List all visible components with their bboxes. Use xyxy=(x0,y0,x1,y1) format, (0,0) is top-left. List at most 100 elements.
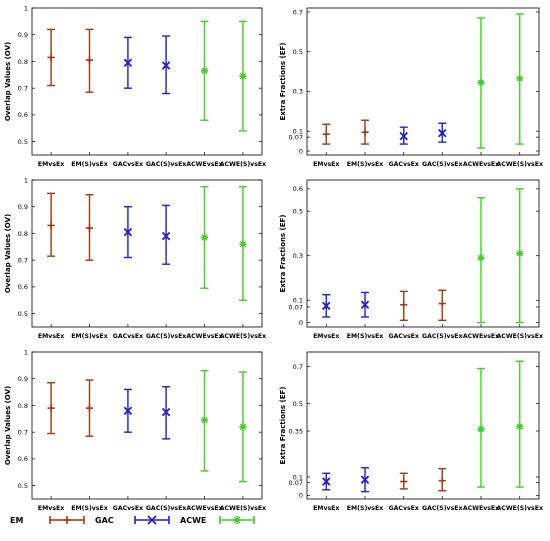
x-tick-label: ACWE(S)vsEx xyxy=(497,333,543,340)
x-tick-label: GACvsEx xyxy=(113,333,143,340)
y-axis-label: Extra Fractions (EF) xyxy=(279,42,287,120)
y-tick-label: 0.07 xyxy=(289,303,303,311)
x-tick-label: GAC(S)vsEx xyxy=(422,161,462,168)
x-tick-label: EM(S)vsEx xyxy=(71,161,107,168)
error-bar-acwe xyxy=(238,20,247,132)
error-bar-gac xyxy=(123,36,133,89)
mean-marker-em xyxy=(322,130,330,138)
plot-frame xyxy=(306,7,540,156)
error-bar-em xyxy=(85,379,94,437)
error-bar-em xyxy=(361,119,369,145)
y-tick-label: 0.7 xyxy=(18,84,28,92)
mean-marker-acwe xyxy=(239,72,247,80)
subplot-6: 0 0.070.1 0.35 0.5 0.7 EMvsEx EM(S)vsEx GACvsEx… xyxy=(279,351,543,512)
mean-marker-acwe xyxy=(477,78,485,87)
y-tick-label: 0 xyxy=(299,147,303,155)
error-bar-gac xyxy=(360,467,370,493)
mean-marker-acwe xyxy=(200,67,209,75)
legend-label: EM xyxy=(10,516,23,525)
mean-marker-em xyxy=(400,477,408,486)
error-bar-acwe xyxy=(515,13,524,145)
error-bar-acwe xyxy=(200,20,209,121)
x-tick-label: ACWEvsEx xyxy=(186,161,222,168)
mean-marker-gac xyxy=(161,407,171,417)
y-tick-label: 0.6 xyxy=(18,111,28,119)
mean-marker-acwe xyxy=(200,233,209,242)
x-tick-label: EM(S)vsEx xyxy=(347,161,383,168)
legend-marker xyxy=(147,515,157,525)
error-bar-em xyxy=(47,28,56,87)
error-bar-acwe xyxy=(477,17,485,149)
error-bar-acwe xyxy=(515,188,524,324)
error-bar-gac xyxy=(438,122,447,143)
error-bar-em xyxy=(438,467,447,492)
mean-marker-acwe xyxy=(200,416,209,424)
y-tick-label: 0.5 xyxy=(18,482,28,490)
y-axis-label: Extra Fractions (EF) xyxy=(279,386,287,464)
error-bar-em xyxy=(322,123,331,145)
y-tick-label: 0.6 xyxy=(18,283,28,291)
mean-marker-acwe xyxy=(516,74,524,83)
x-tick-label: GAC(S)vsEx xyxy=(422,333,462,340)
subplot-5: 0.5 0.6 0.7 0.8 0.9 1 EMvsEx EM(S)vsEx GACvsEx GA… xyxy=(4,348,266,512)
error-bar-acwe xyxy=(477,197,485,324)
x-tick-label: GACvsEx xyxy=(113,161,143,168)
plot-frame xyxy=(31,7,263,156)
mean-marker-em xyxy=(400,301,408,309)
legend-marker xyxy=(63,516,71,524)
plot-frame xyxy=(31,179,263,328)
error-bar-em xyxy=(85,28,94,93)
legend-item-acwe: ACWE xyxy=(180,516,255,525)
y-tick-label: 0.5 xyxy=(18,310,28,318)
y-tick-label: 1 xyxy=(24,348,28,356)
mean-marker-gac xyxy=(322,477,331,486)
y-tick-label: 0.9 xyxy=(18,375,28,383)
x-tick-label: EMvsEx xyxy=(313,505,339,512)
subplot-4: 0 0.070.1 0.3 0.5 0.6 EMvsEx EM(S)vsEx GACvsEx G… xyxy=(279,179,543,340)
error-bar-acwe xyxy=(238,371,247,483)
error-bar-acwe xyxy=(200,370,209,472)
x-tick-label: ACWEvsEx xyxy=(186,505,222,512)
x-tick-label: ACWE(S)vsEx xyxy=(497,505,543,512)
y-tick-label: 0.35 xyxy=(289,427,303,435)
error-bar-gac xyxy=(123,388,133,433)
error-bar-em xyxy=(85,193,94,261)
x-tick-label: GAC(S)vsEx xyxy=(146,333,186,340)
y-tick-label: 0.8 xyxy=(18,402,28,410)
x-tick-label: ACWE(S)vsEx xyxy=(220,161,266,168)
mean-marker-gac xyxy=(399,131,408,141)
x-tick-label: ACWE(S)vsEx xyxy=(220,505,266,512)
y-tick-label: 0 xyxy=(299,492,303,500)
x-tick-label: ACWEvsEx xyxy=(463,333,499,340)
plot-frame xyxy=(306,351,540,500)
subplot-3: 0.5 0.6 0.7 0.8 0.9 1 EMvsEx EM(S)vsEx GACvsEx GA… xyxy=(4,176,266,340)
mean-marker-em xyxy=(85,404,94,412)
error-bar-em xyxy=(47,382,56,435)
y-tick-label: 0.6 xyxy=(293,185,303,193)
mean-marker-em xyxy=(361,128,369,136)
plot-frame xyxy=(31,351,263,500)
x-tick-label: EM(S)vsEx xyxy=(71,505,107,512)
x-tick-label: ACWEvsEx xyxy=(463,161,499,168)
x-tick-label: GAC(S)vsEx xyxy=(146,161,186,168)
y-tick-label: 0.7 xyxy=(18,428,28,436)
error-bar-acwe xyxy=(515,360,524,488)
x-tick-label: GACvsEx xyxy=(389,333,419,340)
y-tick-label: 0.1 xyxy=(293,297,303,305)
mean-marker-gac xyxy=(360,300,370,309)
x-tick-label: EM(S)vsEx xyxy=(347,333,383,340)
error-bar-gac xyxy=(360,291,370,318)
error-bar-em xyxy=(399,472,408,490)
y-tick-label: 0.5 xyxy=(293,207,303,215)
y-axis-label: Extra Fractions (EF) xyxy=(279,214,287,292)
y-tick-label: 0.1 xyxy=(293,473,303,481)
legend-marker xyxy=(233,516,241,524)
x-tick-label: GAC(S)vsEx xyxy=(146,505,186,512)
x-tick-label: GACvsEx xyxy=(389,161,419,168)
x-tick-label: EM(S)vsEx xyxy=(71,333,107,340)
error-bar-gac xyxy=(322,294,331,318)
error-bar-gac xyxy=(322,472,331,491)
mean-marker-gac xyxy=(123,406,133,416)
y-tick-label: 0.9 xyxy=(18,31,28,39)
mean-marker-acwe xyxy=(477,425,485,433)
